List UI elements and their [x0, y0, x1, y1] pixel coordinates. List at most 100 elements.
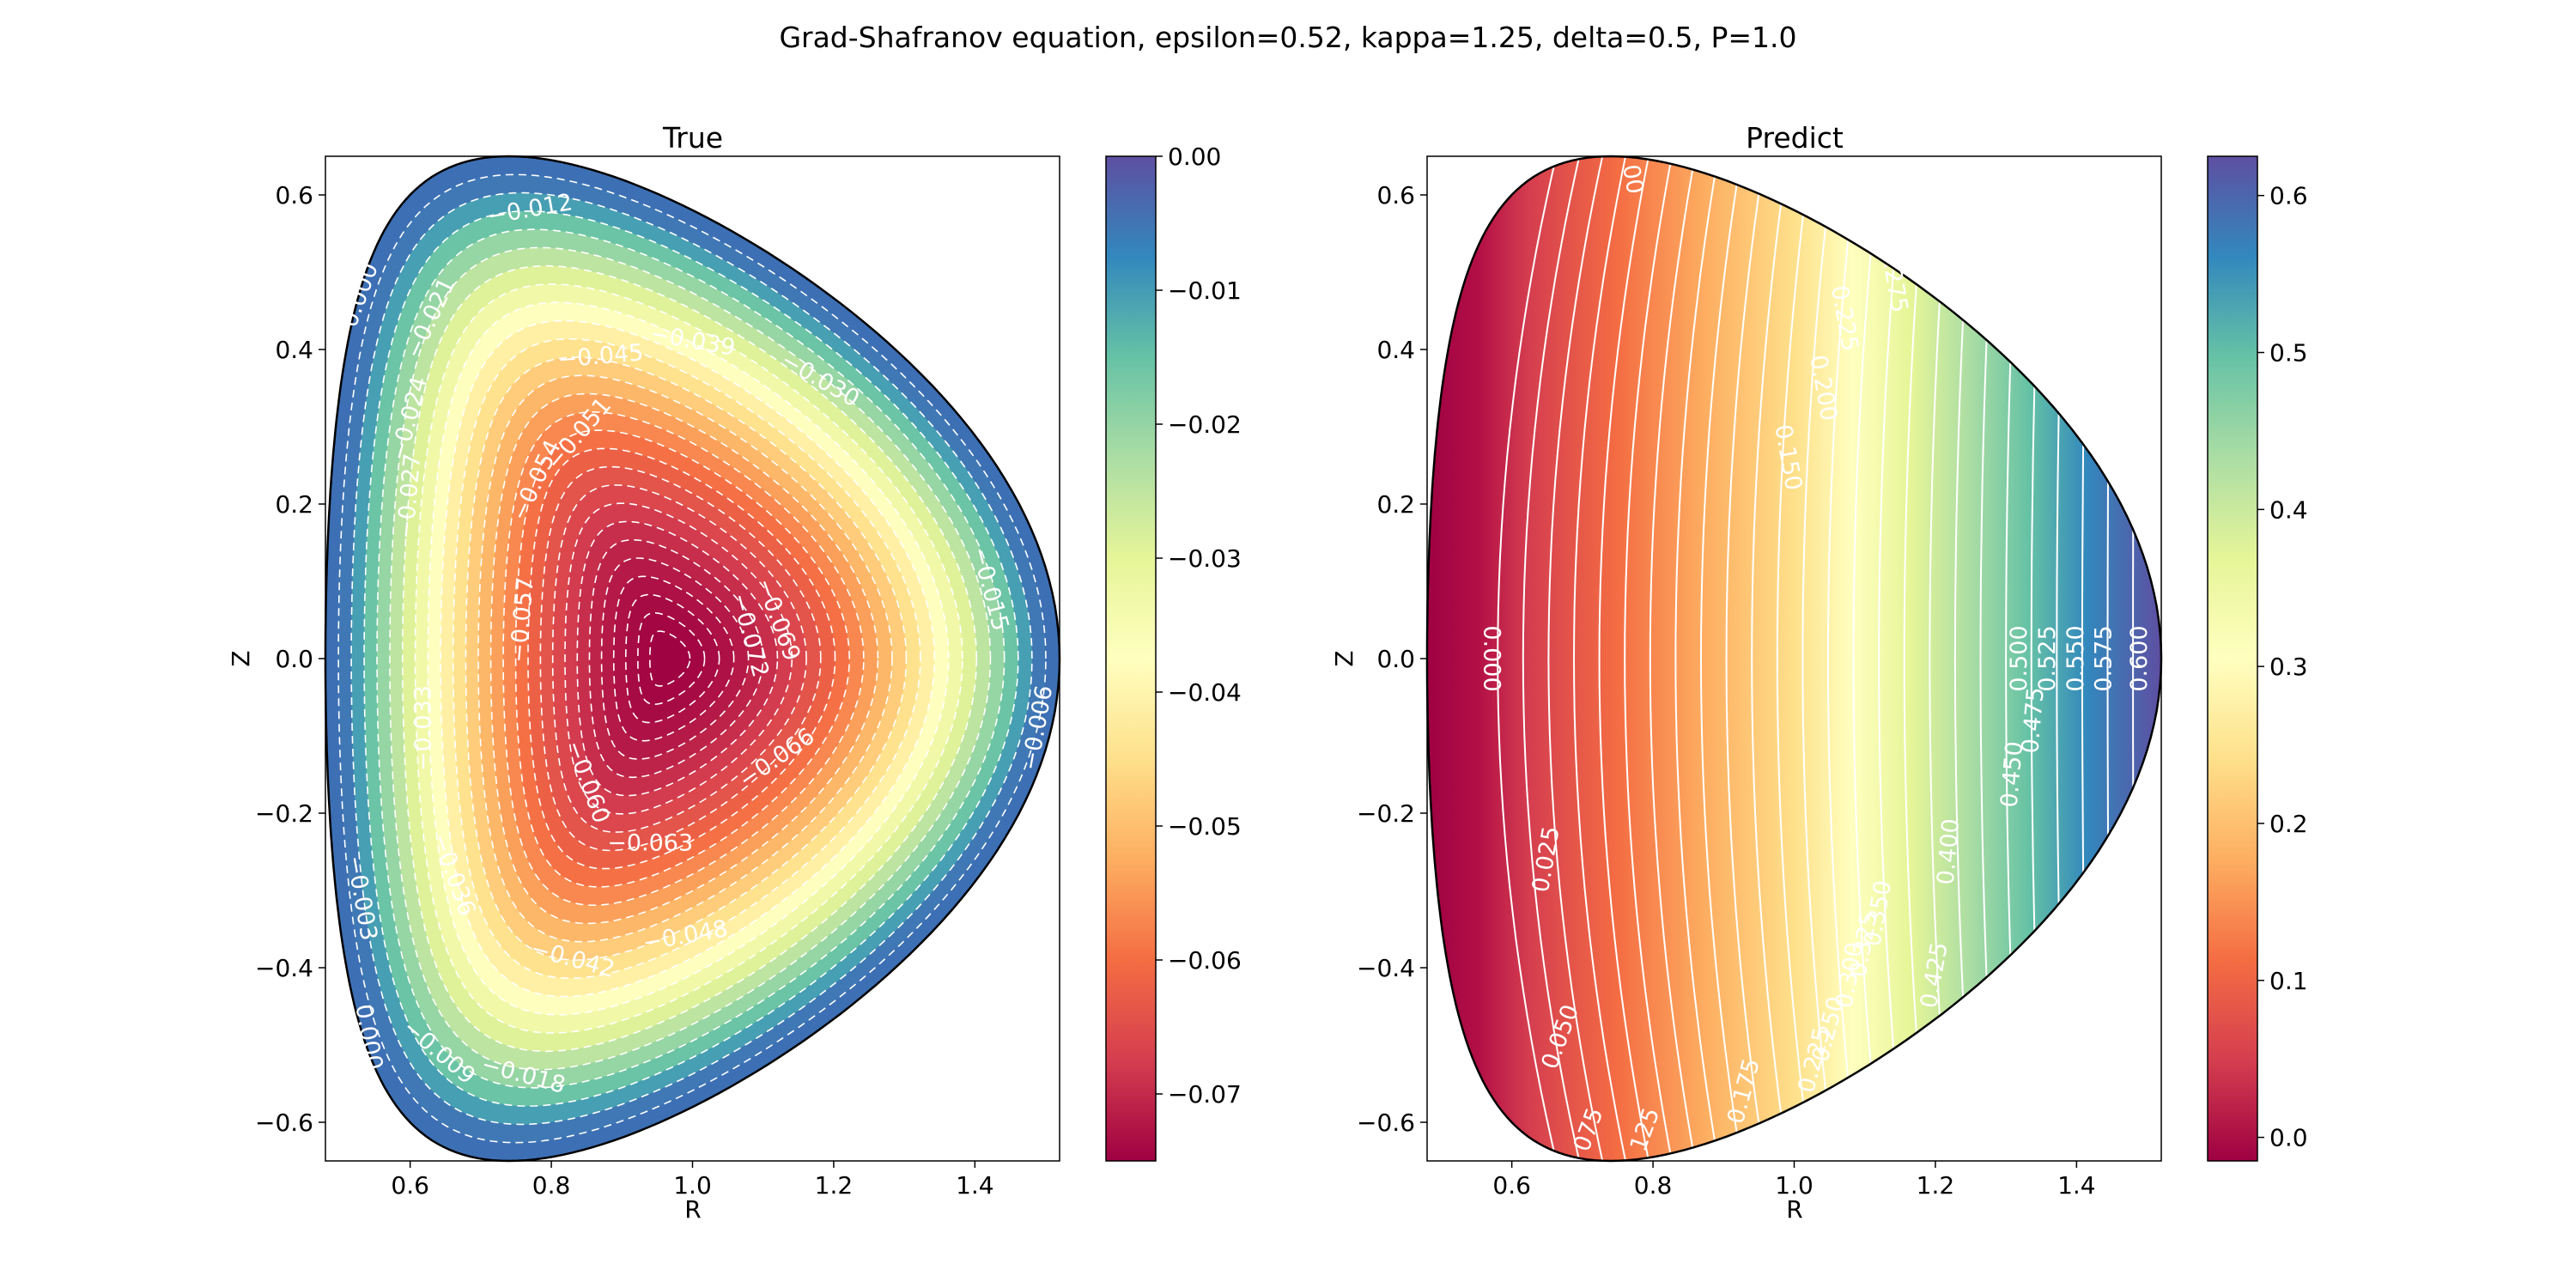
true-contour-line — [649, 630, 691, 687]
true-contour-line — [427, 301, 950, 1016]
colorbar-tick-label: −0.06 — [1168, 946, 1242, 975]
predict-y-ticks: −0.6 −0.4 −0.2 0.0 0.2 0.4 0.6 — [1357, 181, 1427, 1137]
true-y-label: Z — [227, 650, 255, 666]
x-tick-label: 1.0 — [673, 1171, 712, 1200]
predict-contour-label: 0.500 — [2006, 625, 2032, 691]
x-tick-label: 0.8 — [1634, 1171, 1673, 1200]
y-tick-label: 0.4 — [1376, 336, 1415, 364]
colorbar-tick-label: 0.00 — [1168, 143, 1221, 171]
true-contour-band — [649, 631, 690, 686]
predict-contour-line — [1801, 156, 1836, 1161]
true-contour-line — [600, 557, 750, 760]
predict-contour-line — [1929, 156, 1951, 1161]
y-tick-label: −0.4 — [1357, 954, 1415, 982]
true-contour-label: −0.063 — [607, 830, 693, 857]
y-tick-label: −0.2 — [255, 799, 313, 828]
true-contour-line — [539, 465, 822, 852]
x-tick-label: 0.6 — [391, 1171, 429, 1200]
predict-contour-line — [1497, 156, 1559, 1161]
predict-contour-label: 0.600 — [2126, 625, 2153, 691]
colorbar-tick-label: −0.05 — [1168, 812, 1242, 841]
colorbar-tick-label: 0.3 — [2269, 653, 2308, 681]
colorbar-tick-label: 0.6 — [2269, 182, 2308, 210]
true-contour-line — [489, 392, 879, 925]
true-contour-line — [440, 319, 936, 998]
x-tick-label: 0.8 — [532, 1171, 571, 1200]
predict-contour-line — [1547, 156, 1606, 1161]
x-tick-label: 0.6 — [1492, 1171, 1531, 1200]
panel-predict-title: Predict — [1746, 121, 1844, 155]
x-tick-label: 1.0 — [1775, 1171, 1814, 1200]
true-x-label: R — [684, 1195, 701, 1224]
true-colorbar — [1105, 155, 1157, 1162]
y-tick-label: 0.0 — [1376, 645, 1415, 673]
predict-y-label: Z — [1330, 650, 1358, 666]
colorbar-tick-label: −0.01 — [1168, 276, 1242, 305]
true-contour-line — [402, 264, 978, 1053]
predict-contour-line — [1852, 156, 1882, 1161]
predict-contour-line — [1878, 156, 1905, 1161]
predict-contour-line — [1649, 156, 1698, 1161]
true-contour-line — [588, 538, 764, 779]
predict-x-ticks: 0.6 0.8 1.0 1.2 1.4 — [1492, 1161, 2096, 1200]
y-tick-label: 0.4 — [275, 336, 313, 364]
colorbar-tick-label: −0.02 — [1168, 410, 1242, 439]
x-tick-label: 1.4 — [956, 1171, 994, 1200]
predict-contour-line — [1903, 156, 1928, 1161]
true-contour-line — [453, 337, 921, 980]
predict-contour-line — [1598, 156, 1651, 1161]
predict-colorbar — [2207, 155, 2258, 1162]
x-tick-label: 1.2 — [815, 1171, 854, 1200]
true-contour-line — [576, 520, 779, 797]
predict-contour-label: 0.400 — [1933, 817, 1965, 886]
predict-colorbar-ticks: 0.0 0.1 0.2 0.3 0.4 0.5 0.6 — [2257, 182, 2308, 1152]
y-tick-label: 0.6 — [1376, 181, 1415, 210]
y-tick-label: −0.4 — [255, 954, 313, 982]
true-colorbar-ticks: 0.00 −0.01 −0.02 −0.03 −0.04 −0.05 −0.06 −0.07 — [1156, 143, 1242, 1109]
true-x-ticks: 0.6 0.8 1.0 1.2 1.4 — [391, 1161, 994, 1200]
predict-contour-line — [1699, 156, 1744, 1161]
colorbar-tick-label: 0.5 — [2269, 339, 2308, 368]
y-tick-label: 0.2 — [1376, 490, 1415, 519]
predict-contour-line — [1522, 156, 1583, 1161]
predict-contour-label: 0.450 — [1996, 740, 2029, 809]
predict-contour-line — [1572, 156, 1628, 1161]
y-tick-label: 0.0 — [275, 645, 313, 673]
x-tick-label: 1.4 — [2057, 1171, 2096, 1200]
colorbar-tick-label: 0.4 — [2269, 495, 2308, 524]
predict-x-label: R — [1786, 1195, 1802, 1224]
predict-contour-line — [1624, 156, 1674, 1161]
y-tick-label: 0.6 — [275, 181, 313, 210]
figure-title: Grad-Shafranov equation, epsilon=0.52, k… — [779, 21, 1796, 54]
colorbar-tick-label: −0.03 — [1168, 544, 1242, 573]
y-tick-label: 0.2 — [275, 490, 313, 519]
true-contour-line — [564, 502, 793, 815]
y-tick-label: −0.2 — [1357, 799, 1415, 828]
true-contour-line — [414, 283, 963, 1034]
true-contour-label: −0.033 — [410, 685, 437, 771]
predict-contour-line — [1725, 156, 1766, 1161]
colorbar-tick-label: 0.0 — [2269, 1124, 2308, 1152]
true-y-ticks: −0.6 −0.4 −0.2 0.0 0.2 0.4 0.6 — [255, 181, 325, 1137]
true-contour-line — [389, 246, 992, 1071]
true-contour-fill — [325, 156, 1060, 1161]
predict-contour-label: 0.000 — [1479, 625, 1505, 691]
colorbar-tick-label: 0.1 — [2269, 967, 2308, 995]
true-contour-line — [612, 575, 735, 742]
colorbar-tick-label: −0.07 — [1168, 1080, 1242, 1109]
true-contour-line — [465, 356, 908, 961]
true-contour-line — [363, 210, 1019, 1108]
predict-contour-line — [1751, 156, 1789, 1161]
predict-contour-label: 0.525 — [2034, 625, 2061, 691]
true-contour-line — [527, 447, 836, 870]
colorbar-tick-label: −0.04 — [1168, 678, 1242, 707]
colorbar-tick-label: 0.2 — [2269, 810, 2308, 838]
true-contour-line — [477, 374, 893, 943]
true-contour-line — [551, 484, 807, 833]
predict-contour-line — [1827, 156, 1859, 1161]
true-contour-line — [350, 191, 1033, 1126]
true-contour-line — [637, 612, 706, 705]
